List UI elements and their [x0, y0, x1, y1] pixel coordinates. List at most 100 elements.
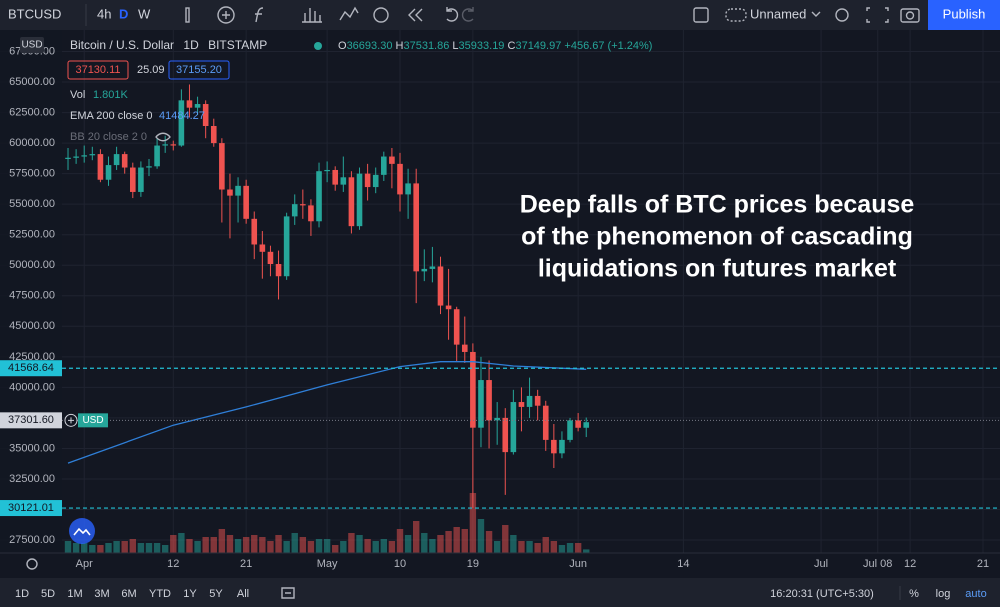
snapshot-icon[interactable]: [900, 8, 920, 23]
volume-bar: [340, 541, 347, 553]
volume-bar: [267, 541, 274, 553]
volume-bar: [81, 543, 88, 553]
percent-toggle[interactable]: %: [909, 588, 919, 600]
range-button[interactable]: 6M: [121, 588, 136, 600]
volume-bar: [526, 541, 533, 553]
ohlc-letter: L: [452, 40, 458, 52]
y-tick-label: 65000.00: [9, 76, 55, 88]
ohlc-letter: C: [508, 40, 516, 52]
candle-body: [178, 100, 185, 146]
candle-body: [348, 177, 355, 227]
log-toggle[interactable]: log: [936, 588, 951, 600]
undo-icon[interactable]: [446, 7, 459, 22]
goto-date-icon[interactable]: [281, 587, 295, 599]
range-button[interactable]: 3M: [94, 588, 109, 600]
auto-toggle[interactable]: auto: [965, 588, 986, 600]
volume-bar: [202, 537, 209, 553]
range-button[interactable]: 1M: [67, 588, 82, 600]
x-tick-label: 21: [977, 558, 989, 570]
lens-icon: [905, 11, 915, 20]
volume-bar: [372, 541, 379, 553]
overlay: [62, 361, 1000, 509]
interval-button[interactable]: D: [119, 6, 128, 21]
x-tick-label: Jul 08: [863, 558, 892, 570]
volume-bar: [275, 535, 282, 553]
fx-icon[interactable]: [255, 7, 264, 23]
volume-pane: [64, 493, 590, 553]
volume-bar: [72, 543, 80, 553]
price-badge: [0, 360, 62, 377]
publish-button[interactable]: [928, 0, 1000, 30]
volume-bar: [210, 537, 217, 553]
candle-body: [97, 154, 104, 180]
replay-icon[interactable]: [408, 8, 423, 22]
volume-bar: [97, 545, 104, 553]
bid-box: [67, 60, 129, 80]
publish-label[interactable]: Publish: [943, 6, 986, 21]
symbol[interactable]: BTCUSD: [8, 6, 61, 21]
hidden-eye-icon[interactable]: [155, 132, 171, 142]
range-button[interactable]: YTD: [149, 588, 171, 600]
candle-body: [308, 205, 314, 222]
candle-body: [154, 145, 160, 167]
volume-bar: [323, 539, 331, 553]
volume-bar: [307, 541, 315, 553]
y-tick-label: 55000.00: [9, 198, 55, 210]
x-tick-label: Jul: [814, 558, 828, 570]
range-button[interactable]: 5Y: [209, 588, 223, 600]
candle-body: [470, 351, 476, 428]
volume-bar: [348, 533, 355, 553]
volume-bar: [113, 541, 120, 553]
candle-body: [453, 309, 460, 345]
range-button[interactable]: 1D: [15, 588, 29, 600]
range-button[interactable]: 5D: [41, 588, 55, 600]
volume-bar: [485, 531, 493, 553]
layout-name[interactable]: Unnamed: [750, 6, 806, 21]
dropdown-icon[interactable]: [811, 11, 821, 17]
candle-style-icon[interactable]: [185, 7, 190, 23]
y-tick-label: 32500.00: [9, 473, 55, 485]
open-value: 36693.30: [347, 40, 393, 52]
current-price-label: 37301.60: [8, 414, 54, 426]
candle-body: [275, 264, 282, 277]
volume-bar: [332, 545, 339, 553]
toolbar-icons: [185, 6, 920, 24]
fullscreen-icon[interactable]: [866, 7, 889, 23]
alert-icon[interactable]: [373, 7, 389, 23]
close-value: 37149.97: [515, 40, 561, 52]
select-icon[interactable]: [693, 7, 709, 23]
volume-bar: [445, 531, 452, 553]
volume-bar: [461, 529, 468, 553]
volume-bar: [137, 543, 145, 553]
current-currency-badge: [78, 413, 108, 428]
volume-bar: [469, 493, 477, 553]
template-icon[interactable]: [339, 6, 359, 21]
candle-body: [202, 104, 209, 127]
volume-bar: [502, 525, 509, 553]
interval-button[interactable]: W: [138, 6, 151, 21]
volume-bar: [583, 549, 590, 553]
settings-icon[interactable]: [835, 8, 849, 22]
redo-icon[interactable]: [461, 7, 474, 22]
range-button[interactable]: All: [237, 588, 249, 600]
candle-body: [235, 185, 241, 196]
x-tick-label: 12: [167, 558, 179, 570]
range-button[interactable]: 1Y: [183, 588, 197, 600]
price-badge-label: 30121.01: [8, 502, 54, 514]
y-tick-label: 57500.00: [9, 168, 55, 180]
compare-icon[interactable]: [302, 8, 322, 23]
candle-body: [413, 183, 419, 272]
y-tick-label: 62500.00: [9, 106, 55, 118]
axis-settings-icon[interactable]: [26, 558, 38, 570]
indicator-icon[interactable]: [217, 6, 235, 24]
volume-bar: [64, 541, 72, 553]
candle-body: [559, 439, 565, 454]
candle-body: [121, 154, 128, 168]
interval-button[interactable]: 4h: [97, 6, 111, 21]
bottom-toolbar: [0, 578, 1000, 607]
volume-label: Vol: [70, 89, 85, 101]
candle-body: [65, 157, 71, 159]
candle-body: [364, 173, 371, 188]
volume-bar: [404, 535, 412, 553]
